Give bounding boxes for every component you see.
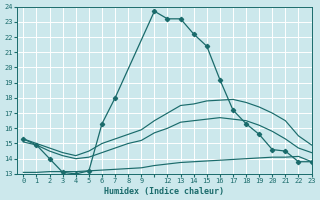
X-axis label: Humidex (Indice chaleur): Humidex (Indice chaleur) [104, 187, 224, 196]
